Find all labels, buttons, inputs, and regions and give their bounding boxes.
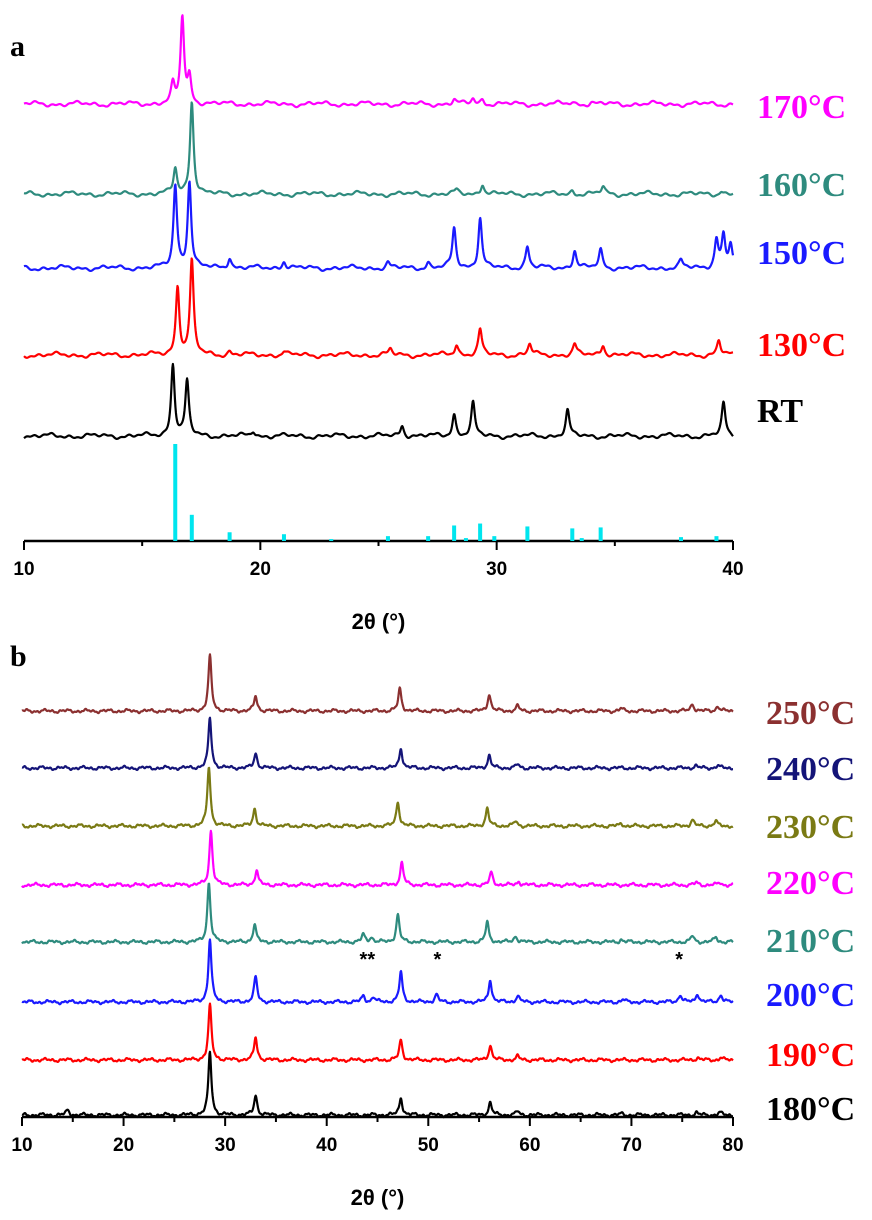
pattern-line-160c [23,101,734,199]
pattern-line-210c [21,882,734,946]
series-label-200c: 200°C [766,977,855,1014]
reference-stick [189,514,194,541]
reference-stick [452,525,457,541]
x-tick-label: 40 [722,559,743,580]
pattern-line-150c [23,180,735,273]
pattern-line-220c [21,829,734,889]
x-tick-label: 60 [519,1135,540,1156]
pattern-line-130c [23,257,734,360]
pattern-line-180c [21,1050,734,1119]
reference-stick [714,536,719,541]
panel-b-chart: 10 20 30 40 50 60 70 80 2θ (°) 250°C 240°C 230°C 220… [11,653,855,1210]
reference-stick [329,539,334,541]
series-label-150c: 150°C [757,235,846,272]
pattern-line-250c [21,653,734,715]
series-label-180c: 180°C [766,1091,855,1128]
reference-stick [525,526,530,541]
reference-stick [426,536,431,541]
x-tick-label: 80 [722,1135,743,1156]
series-label-240c: 240°C [766,751,855,788]
series-label-160c: 160°C [757,167,846,204]
x-tick-label: 10 [11,1135,32,1156]
reference-stick [478,523,483,541]
reference-stick [579,538,584,541]
reference-stick [492,536,497,541]
series-label-230c: 230°C [766,809,855,846]
pattern-line-240c [21,716,734,772]
x-tick-label: 50 [418,1135,439,1156]
pattern-line-200c [21,938,734,1006]
x-tick-label: 10 [13,559,34,580]
reference-stick [173,444,178,541]
x-tick-label: 30 [486,559,507,580]
impurity-marker: ** [360,949,376,971]
reference-stick [679,537,684,541]
pattern-line-230c [21,766,734,830]
series-label-rt: RT [757,393,803,430]
panel-a-letter: a [10,30,25,63]
impurity-marker: * [675,949,683,971]
reference-stick [598,527,603,541]
x-tick-label: 20 [113,1135,134,1156]
impurity-marker: * [434,949,442,971]
reference-stick [385,536,390,541]
pattern-line-190c [21,1002,734,1064]
series-label-250c: 250°C [766,695,855,732]
x-tick-label: 70 [621,1135,642,1156]
pattern-line-170c [23,14,734,109]
x-tick-label: 20 [250,559,271,580]
series-label-220c: 220°C [766,865,855,902]
x-axis-title: 2θ (°) [352,609,406,634]
series-label-190c: 190°C [766,1037,855,1074]
reference-stick [570,528,575,541]
x-axis-title: 2θ (°) [351,1185,405,1210]
reference-stick [281,534,286,541]
x-tick-label: 30 [215,1135,236,1156]
pattern-line-rt [23,362,734,441]
x-tick-label: 40 [316,1135,337,1156]
reference-stick [227,532,232,541]
series-label-170c: 170°C [757,89,846,126]
reference-stick [463,538,468,541]
panel-b-letter: b [10,640,27,673]
series-label-130c: 130°C [757,327,846,364]
series-label-210c: 210°C [766,923,855,960]
panel-a-chart: 10 20 30 40 2θ (°) 170°C 160°C 150°C 130°C RT [13,14,846,634]
